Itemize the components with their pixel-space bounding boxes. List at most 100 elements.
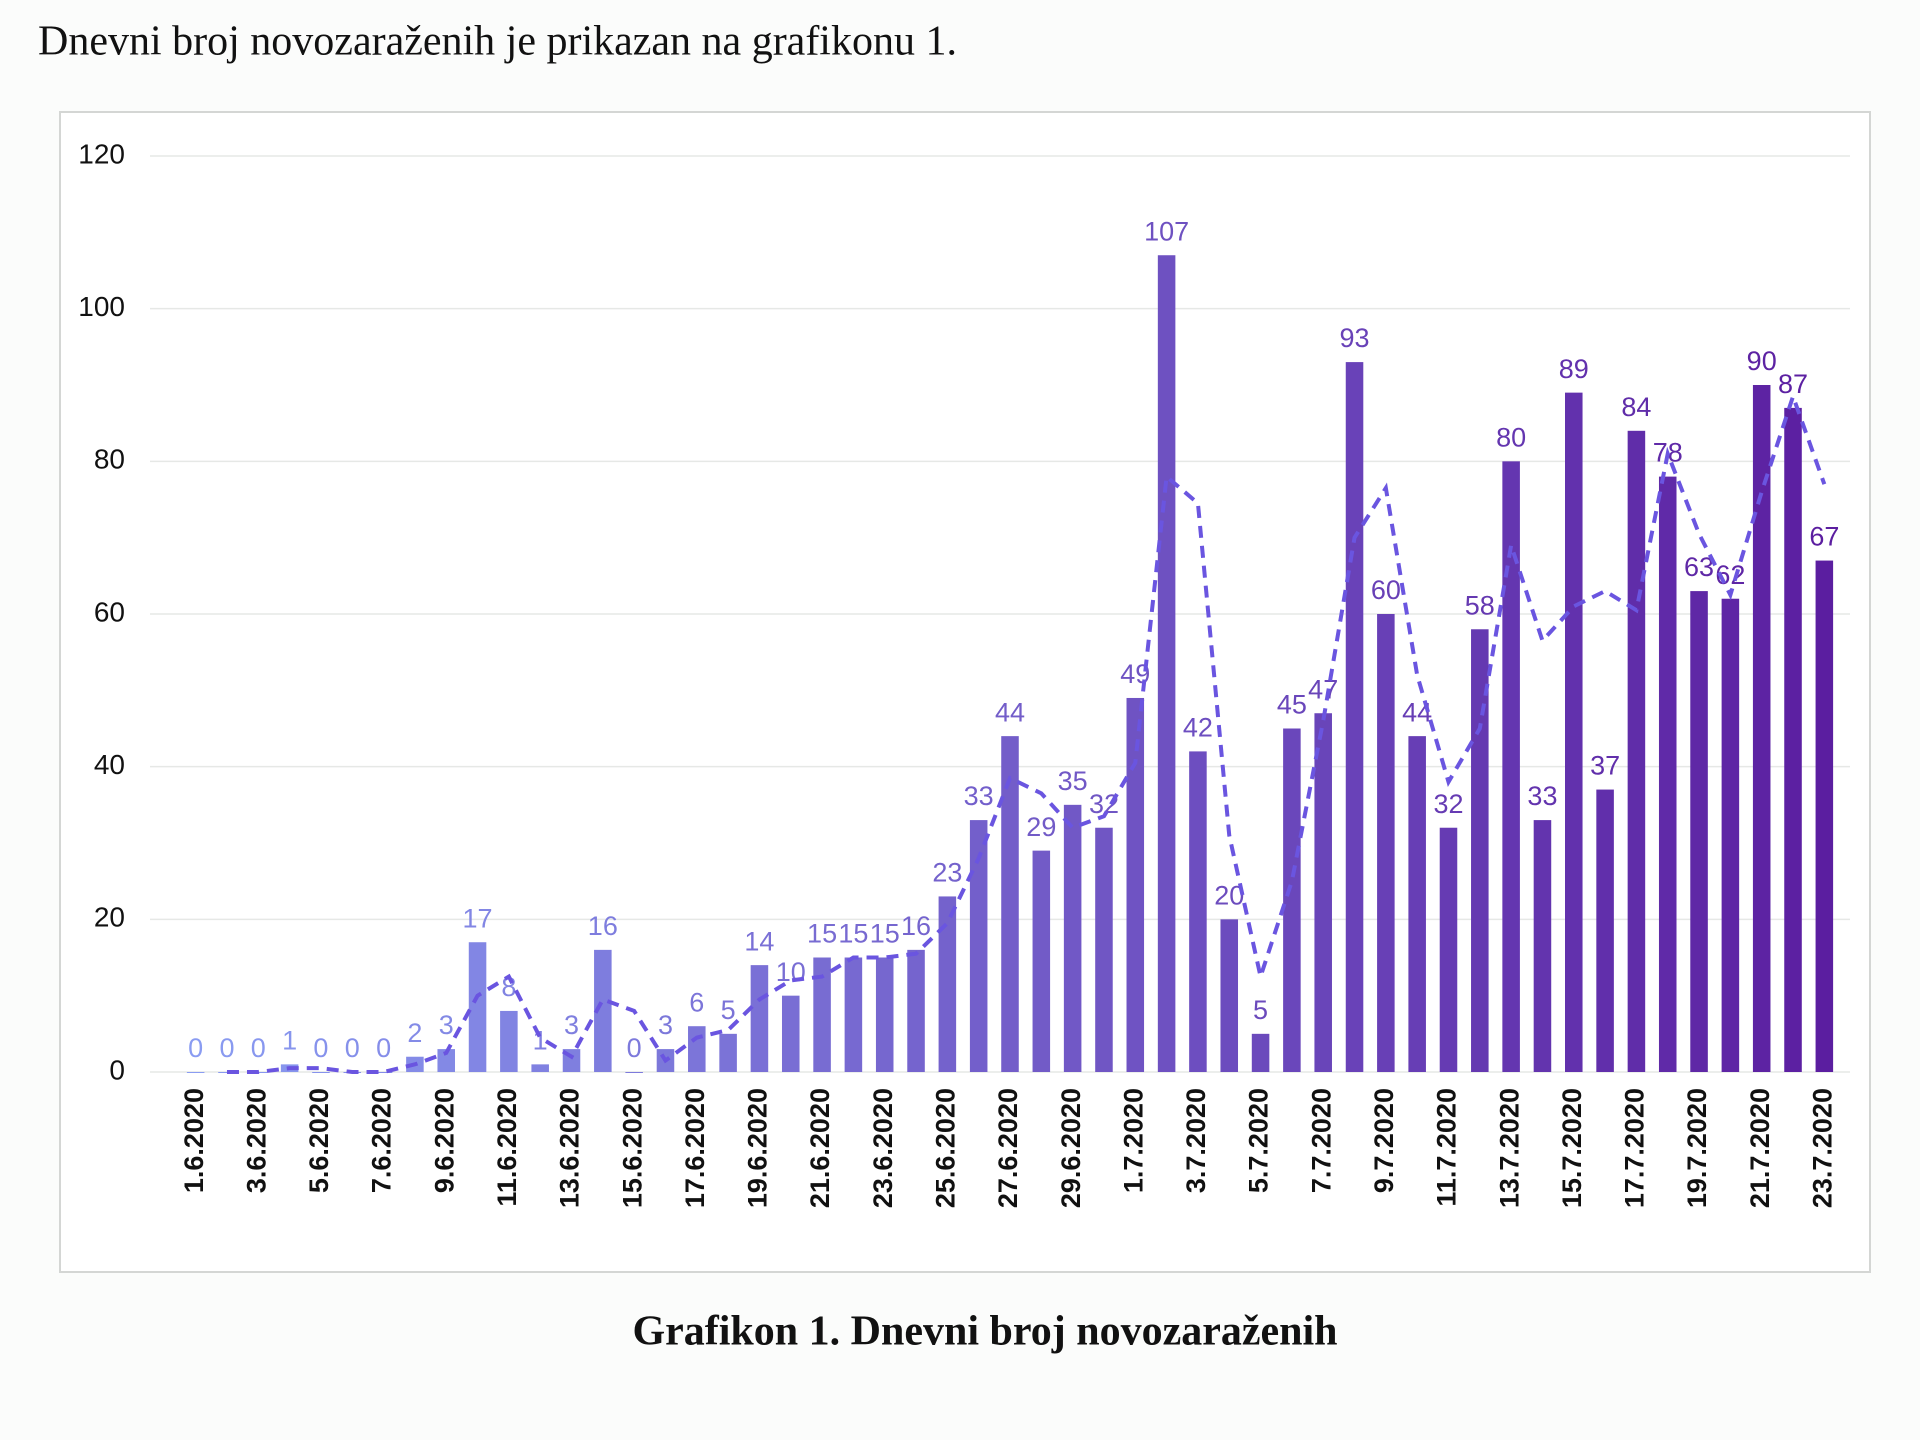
data-label: 14 xyxy=(744,926,774,956)
x-tick-label: 13.7.2020 xyxy=(1494,1088,1524,1208)
data-label: 80 xyxy=(1496,422,1526,452)
bar xyxy=(719,1033,737,1072)
data-label: 5 xyxy=(721,995,736,1025)
bar xyxy=(1408,736,1426,1072)
x-tick-label: 11.7.2020 xyxy=(1432,1088,1462,1207)
x-tick-label: 23.6.2020 xyxy=(868,1088,898,1208)
data-label: 0 xyxy=(627,1033,642,1063)
bar xyxy=(1784,407,1802,1072)
x-tick-label: 7.7.2020 xyxy=(1306,1088,1336,1193)
bar xyxy=(1565,392,1583,1073)
data-label: 67 xyxy=(1809,522,1839,552)
x-tick-label: 25.6.2020 xyxy=(930,1088,960,1208)
data-label: 44 xyxy=(995,697,1025,727)
y-tick-label: 40 xyxy=(94,749,125,780)
data-label: 29 xyxy=(1026,812,1056,842)
data-label: 0 xyxy=(219,1033,234,1063)
data-label: 16 xyxy=(588,911,618,941)
y-tick-label: 60 xyxy=(94,596,125,627)
bar xyxy=(1439,827,1458,1072)
x-tick-label: 1.6.2020 xyxy=(179,1088,209,1193)
trend-line xyxy=(226,390,1827,1074)
bar xyxy=(531,1064,549,1072)
bar xyxy=(1063,804,1082,1072)
data-label: 60 xyxy=(1371,575,1401,605)
bar xyxy=(907,949,925,1072)
bar xyxy=(1283,728,1301,1072)
data-label: 15 xyxy=(838,919,868,949)
y-tick-label: 120 xyxy=(78,138,125,169)
bar xyxy=(844,957,863,1072)
data-label: 107 xyxy=(1144,216,1189,246)
data-label: 0 xyxy=(345,1033,360,1063)
data-label: 2 xyxy=(407,1018,422,1048)
bar xyxy=(1752,385,1771,1072)
bar xyxy=(468,942,487,1072)
x-tick-label: 13.6.2020 xyxy=(555,1088,585,1208)
x-tick-label: 11.6.2020 xyxy=(492,1088,522,1207)
bar xyxy=(813,957,831,1072)
data-label: 44 xyxy=(1402,697,1432,727)
bar xyxy=(186,1072,205,1073)
data-label: 84 xyxy=(1621,392,1651,422)
x-tick-label: 29.6.2020 xyxy=(1056,1088,1086,1208)
x-tick-label: 27.6.2020 xyxy=(993,1088,1023,1208)
bar xyxy=(1815,560,1834,1072)
bar xyxy=(1189,751,1207,1072)
x-tick-label: 21.7.2020 xyxy=(1745,1088,1775,1208)
bar xyxy=(1596,789,1614,1072)
bar xyxy=(875,957,894,1072)
data-label: 0 xyxy=(376,1033,391,1063)
x-tick-label: 3.7.2020 xyxy=(1181,1088,1211,1193)
y-tick-label: 80 xyxy=(94,444,125,475)
bar xyxy=(1377,614,1395,1072)
bar xyxy=(500,1010,518,1072)
data-label: 58 xyxy=(1465,590,1495,620)
bar xyxy=(1095,827,1113,1072)
x-tick-label: 19.7.2020 xyxy=(1682,1088,1712,1208)
bar xyxy=(1658,476,1677,1073)
data-label: 42 xyxy=(1183,713,1213,743)
bar xyxy=(969,820,988,1072)
caption: Grafikon 1. Dnevni broj novozaraženih xyxy=(632,1309,1337,1355)
bar xyxy=(594,949,612,1072)
bar xyxy=(1721,598,1740,1072)
data-label: 45 xyxy=(1277,690,1307,720)
x-tick-label: 17.7.2020 xyxy=(1620,1088,1650,1208)
data-label: 93 xyxy=(1340,323,1370,353)
bar xyxy=(1627,430,1646,1072)
x-tick-label: 7.6.2020 xyxy=(367,1088,397,1193)
data-label: 3 xyxy=(439,1010,454,1040)
bar xyxy=(437,1049,455,1072)
data-label: 47 xyxy=(1308,674,1338,704)
data-label: 5 xyxy=(1253,995,1268,1025)
data-label: 90 xyxy=(1747,346,1777,376)
x-tick-label: 5.7.2020 xyxy=(1244,1088,1274,1193)
data-label: 10 xyxy=(776,957,806,987)
x-tick-label: 1.7.2020 xyxy=(1118,1088,1148,1193)
bar xyxy=(750,965,769,1072)
data-label: 15 xyxy=(807,919,837,949)
x-tick-label: 17.6.2020 xyxy=(680,1088,710,1208)
data-label: 23 xyxy=(932,858,962,888)
data-label: 87 xyxy=(1778,369,1808,399)
data-label: 33 xyxy=(1527,781,1557,811)
y-tick-label: 0 xyxy=(109,1054,125,1085)
x-tick-label: 15.6.2020 xyxy=(617,1088,647,1208)
data-label: 1 xyxy=(282,1025,297,1055)
heading: Dnevni broj novozaraženih je prikazan na… xyxy=(38,19,957,65)
bar xyxy=(1032,850,1051,1072)
x-tick-label: 9.7.2020 xyxy=(1369,1088,1399,1193)
data-label: 17 xyxy=(463,903,493,933)
data-label: 33 xyxy=(964,781,994,811)
bar xyxy=(1126,697,1145,1072)
bar xyxy=(1157,255,1176,1072)
x-tick-label: 3.6.2020 xyxy=(241,1088,271,1193)
data-label: 35 xyxy=(1058,766,1088,796)
x-tick-label: 15.7.2020 xyxy=(1557,1088,1587,1208)
data-label: 0 xyxy=(251,1033,266,1063)
bar xyxy=(1533,820,1552,1072)
bar xyxy=(1471,629,1489,1072)
